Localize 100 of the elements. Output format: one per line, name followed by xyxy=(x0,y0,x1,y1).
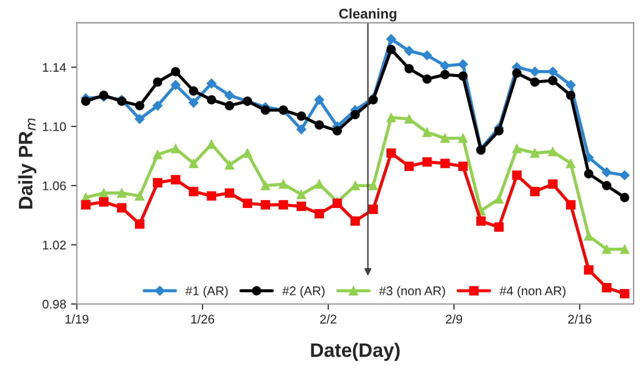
point xyxy=(81,96,90,106)
point xyxy=(584,231,594,241)
point xyxy=(242,198,252,208)
point xyxy=(386,148,396,158)
point xyxy=(548,179,558,189)
point xyxy=(440,134,450,143)
point xyxy=(134,100,144,110)
point xyxy=(206,191,216,201)
point xyxy=(152,178,162,188)
x-axis-title: Date(Day) xyxy=(311,342,400,361)
point xyxy=(494,222,504,232)
point xyxy=(512,144,522,154)
y-tick-label: 1.06 xyxy=(43,181,66,190)
point xyxy=(458,162,468,172)
ref-line-label: Cleaning xyxy=(339,8,396,22)
point xyxy=(81,200,90,210)
point xyxy=(404,162,414,172)
point xyxy=(422,50,432,60)
point xyxy=(296,190,306,200)
point xyxy=(206,78,216,88)
point xyxy=(350,180,360,190)
point xyxy=(296,124,306,134)
point xyxy=(296,111,306,121)
x-tick-label: 2/2 xyxy=(320,314,336,324)
point xyxy=(494,126,504,136)
point xyxy=(350,110,360,120)
point xyxy=(188,98,198,108)
point xyxy=(206,139,216,149)
x-tick-label: 1/19 xyxy=(66,314,88,324)
point xyxy=(188,186,198,196)
y-tick-label: 0.98 xyxy=(42,300,66,309)
point xyxy=(386,34,396,44)
point xyxy=(224,160,234,170)
point xyxy=(620,244,630,254)
point xyxy=(584,169,594,178)
point xyxy=(188,158,198,168)
point xyxy=(314,209,324,218)
point xyxy=(440,60,450,71)
x-tick-label: 2/16 xyxy=(568,314,592,324)
point xyxy=(530,148,540,158)
point xyxy=(566,80,576,90)
point xyxy=(584,265,594,275)
point xyxy=(458,71,468,81)
point xyxy=(224,100,234,110)
point xyxy=(602,180,612,190)
point xyxy=(422,128,432,138)
point xyxy=(260,105,270,115)
point xyxy=(512,170,522,180)
point xyxy=(99,197,108,207)
point xyxy=(404,64,414,74)
point xyxy=(602,244,612,254)
legend-label: #2 (AR) xyxy=(282,286,325,298)
point xyxy=(476,216,486,226)
legend-label: #4 (non AR) xyxy=(500,286,566,298)
point xyxy=(117,188,126,198)
x-tick-label: 1/26 xyxy=(191,314,214,324)
point xyxy=(170,66,180,76)
y-tick-label: 1.02 xyxy=(43,240,66,250)
point xyxy=(188,86,198,96)
point xyxy=(260,180,270,190)
point xyxy=(368,204,378,214)
point xyxy=(404,46,414,56)
point xyxy=(134,219,144,229)
point xyxy=(152,77,162,87)
legend-label: #1 (AR) xyxy=(185,286,228,298)
point xyxy=(206,95,216,104)
y-tick-label: 1.10 xyxy=(43,122,66,132)
point xyxy=(332,126,342,136)
point xyxy=(134,191,144,201)
point xyxy=(458,59,468,70)
point xyxy=(170,80,181,90)
point xyxy=(368,180,378,190)
point xyxy=(260,200,270,210)
point xyxy=(620,192,630,202)
point xyxy=(566,158,576,168)
point xyxy=(530,77,540,87)
point xyxy=(117,203,126,212)
y-tick-label: 1.14 xyxy=(43,63,66,72)
point xyxy=(530,186,540,196)
point xyxy=(170,174,180,184)
point xyxy=(440,70,450,80)
point xyxy=(224,90,234,100)
legend-label: #3 (non AR) xyxy=(379,286,445,298)
point xyxy=(242,148,252,158)
point xyxy=(548,76,558,86)
point xyxy=(494,194,504,204)
point xyxy=(350,216,360,226)
point xyxy=(152,150,162,160)
point xyxy=(602,167,612,178)
point xyxy=(314,179,324,189)
point xyxy=(620,170,630,180)
point xyxy=(530,66,540,77)
point xyxy=(386,44,396,54)
point xyxy=(99,188,108,198)
point xyxy=(512,68,522,78)
point xyxy=(134,114,145,124)
point xyxy=(548,66,558,77)
point xyxy=(314,94,324,105)
point xyxy=(566,90,576,100)
point xyxy=(224,188,234,198)
